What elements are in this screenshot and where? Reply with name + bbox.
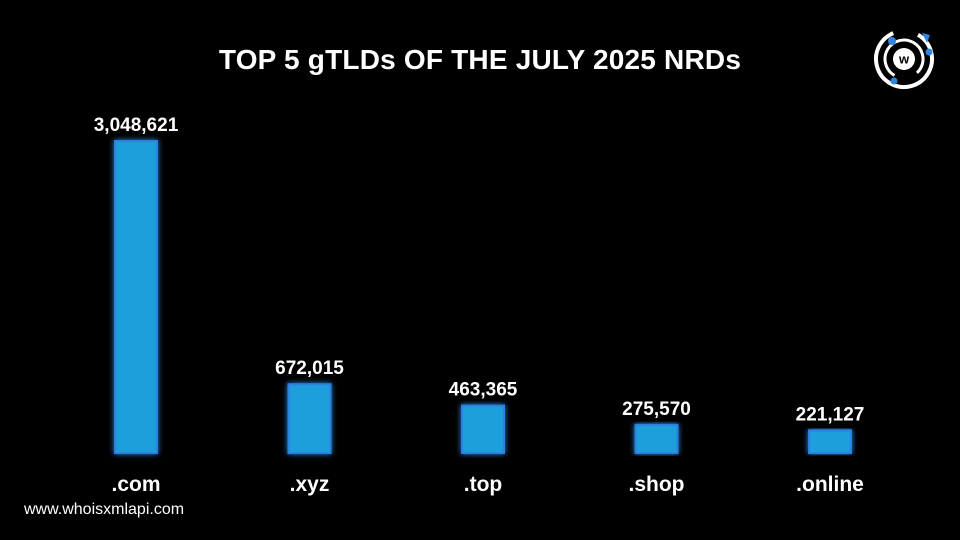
bar-top — [461, 404, 505, 455]
category-label-com: .com — [111, 473, 160, 496]
category-label-online: .online — [796, 473, 864, 496]
data-label-xyz: 672,015 — [275, 358, 344, 379]
bar-com — [114, 140, 158, 454]
logo-letter: w — [898, 52, 910, 67]
labels-group: 3,048,621 .com 672,015 .xyz 463,365 .top 275,5… — [94, 115, 865, 496]
bar-online — [808, 429, 852, 455]
bar-xyz — [287, 383, 332, 454]
category-label-top: .top — [464, 473, 502, 496]
footer-url: www.whoisxmlapi.com — [24, 501, 185, 518]
data-label-top: 463,365 — [449, 380, 518, 401]
category-label-xyz: .xyz — [290, 473, 330, 496]
category-label-shop: .shop — [629, 473, 685, 496]
chart-title: TOP 5 gTLDs OF THE JULY 2025 NRDs — [218, 44, 742, 75]
data-label-com: 3,048,621 — [94, 115, 179, 136]
data-label-shop: 275,570 — [622, 399, 691, 420]
data-label-online: 221,127 — [796, 404, 865, 425]
bar-shop — [634, 423, 679, 454]
bars-group — [114, 140, 852, 455]
whoisxmlapi-logo-icon: w — [874, 28, 934, 89]
